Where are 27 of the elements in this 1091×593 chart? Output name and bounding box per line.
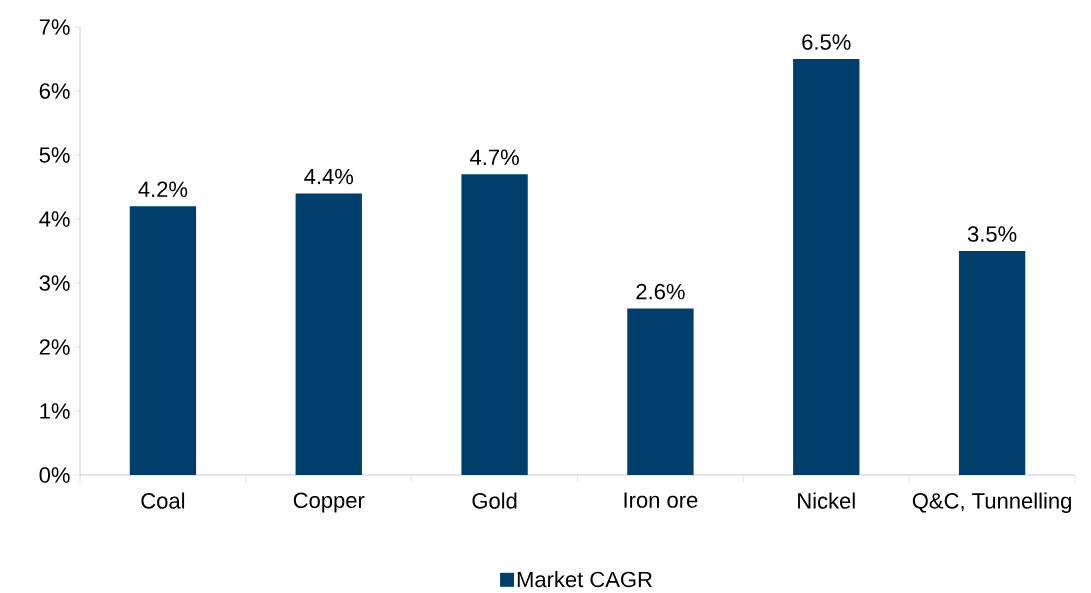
text: 3.5%	[967, 226, 1017, 242]
bar	[627, 308, 694, 475]
legend-label: Market CAGR	[517, 571, 652, 588]
y-tick-label: 7%	[39, 19, 70, 35]
y-tick-label: 1%	[40, 403, 70, 419]
x-tick-label: Gold	[472, 492, 517, 509]
text: 2.6%	[636, 283, 685, 300]
y-tick-label: 2%	[39, 339, 70, 355]
x-tick-label: Q&C, Tunnelling	[912, 492, 1071, 514]
y-tick-label: 6%	[39, 83, 70, 99]
bar	[129, 206, 197, 475]
y-tick-label: 3%	[39, 275, 70, 291]
x-tick-label: Copper	[293, 492, 365, 513]
bar	[958, 251, 1026, 475]
text: 6.5%	[802, 34, 851, 50]
y-tick-label: 5%	[39, 147, 70, 163]
x-tick-label: Coal	[141, 492, 185, 509]
text: 4.4%	[304, 168, 354, 185]
bar	[793, 59, 860, 475]
y-tick-label: 4%	[39, 211, 70, 227]
y-tick-label: 0%	[39, 467, 70, 483]
x-tick-label: Iron ore	[624, 492, 698, 508]
text: 4.7%	[470, 149, 519, 165]
bar	[295, 193, 362, 475]
x-tick-label: Nickel	[798, 492, 855, 509]
bar	[461, 174, 528, 475]
text: 4.2%	[138, 181, 188, 197]
